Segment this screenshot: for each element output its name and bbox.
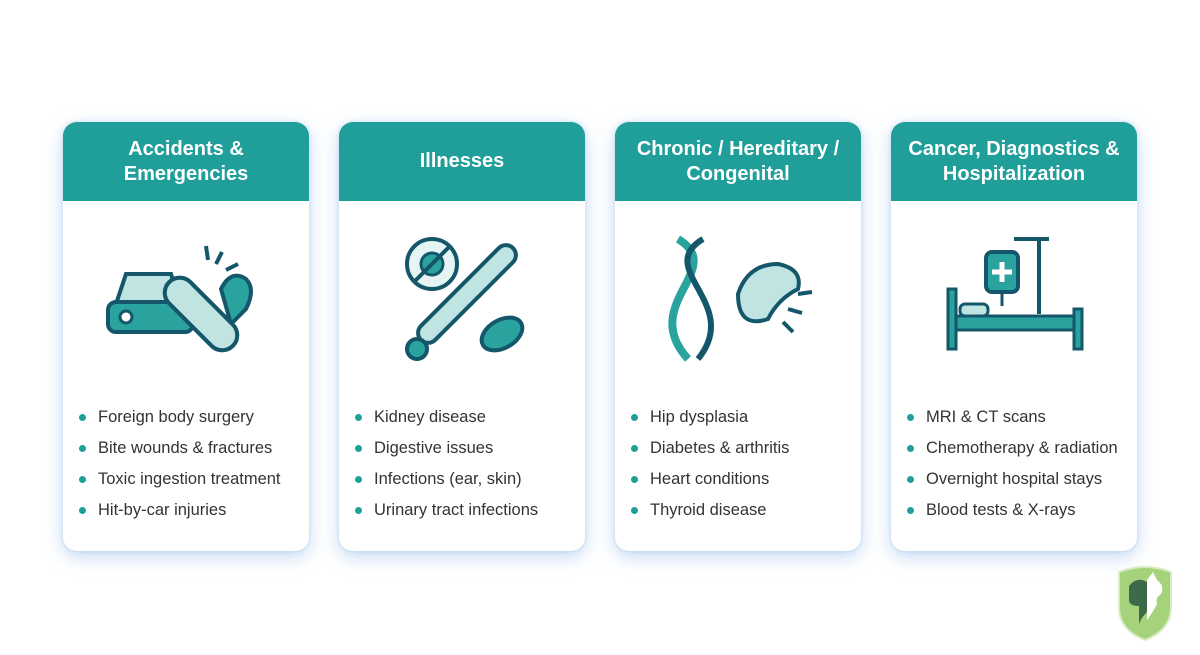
list-item: Diabetes & arthritis xyxy=(631,433,789,464)
list-item: MRI & CT scans xyxy=(907,402,1118,433)
bullet-icon xyxy=(907,445,914,452)
list-item: Thyroid disease xyxy=(631,495,789,526)
bullet-icon xyxy=(355,476,362,483)
coverage-list: Kidney disease Digestive issues Infectio… xyxy=(355,402,538,526)
list-item-text: Bite wounds & fractures xyxy=(98,439,273,457)
bullet-icon xyxy=(355,507,362,514)
card-illnesses: Illnesses Kidney disease Digestive issue… xyxy=(339,122,585,551)
list-item: Urinary tract infections xyxy=(355,495,538,526)
list-item: Kidney disease xyxy=(355,402,538,433)
list-item: Bite wounds & fractures xyxy=(79,433,281,464)
bullet-icon xyxy=(631,476,638,483)
bullet-icon xyxy=(79,476,86,483)
list-item-text: Urinary tract infections xyxy=(374,501,539,519)
bullet-icon xyxy=(907,507,914,514)
coverage-list: Hip dysplasia Diabetes & arthritis Heart… xyxy=(631,402,789,526)
list-item: Hit-by-car injuries xyxy=(79,495,281,526)
list-item-text: Thyroid disease xyxy=(650,501,767,519)
coverage-list: MRI & CT scans Chemotherapy & radiation … xyxy=(907,402,1118,526)
list-item-text: Diabetes & arthritis xyxy=(650,439,790,457)
list-item-text: Hit-by-car injuries xyxy=(98,501,227,519)
thermometer-virus-bacteria-icon xyxy=(405,237,525,361)
list-item-text: Hip dysplasia xyxy=(650,408,749,426)
list-item-text: MRI & CT scans xyxy=(926,408,1046,426)
list-item: Heart conditions xyxy=(631,464,789,495)
bullet-icon xyxy=(79,507,86,514)
list-item-text: Toxic ingestion treatment xyxy=(98,470,281,488)
bullet-icon xyxy=(907,414,914,421)
card-title: Illnesses xyxy=(339,122,585,201)
card-chronic: Chronic / Hereditary / Congenital Hip dy… xyxy=(615,122,861,551)
bullet-icon xyxy=(79,445,86,452)
list-item-text: Chemotherapy & radiation xyxy=(926,439,1118,457)
bullet-icon xyxy=(631,445,638,452)
bullet-icon xyxy=(79,414,86,421)
list-item-text: Kidney disease xyxy=(374,408,486,426)
hospital-bed-iv-icon xyxy=(946,237,1084,351)
list-item-text: Foreign body surgery xyxy=(98,408,254,426)
list-item-text: Blood tests & X-rays xyxy=(926,501,1076,519)
list-item: Toxic ingestion treatment xyxy=(79,464,281,495)
dog-cat-shield-logo xyxy=(1118,566,1172,642)
card-accidents: Accidents & Emergencies Foreign body sur… xyxy=(63,122,309,551)
list-item: Blood tests & X-rays xyxy=(907,495,1118,526)
card-title: Cancer, Diagnostics & Hospitalization xyxy=(891,122,1137,201)
dna-joint-icon xyxy=(668,235,813,362)
bullet-icon xyxy=(631,507,638,514)
card-cancer: Cancer, Diagnostics & Hospitalization MR… xyxy=(891,122,1137,551)
list-item: Hip dysplasia xyxy=(631,402,789,433)
list-item: Overnight hospital stays xyxy=(907,464,1118,495)
list-item: Foreign body surgery xyxy=(79,402,281,433)
car-bandage-paw-icon xyxy=(106,245,253,353)
list-item: Chemotherapy & radiation xyxy=(907,433,1118,464)
list-item-text: Digestive issues xyxy=(374,439,494,457)
bullet-icon xyxy=(355,414,362,421)
bullet-icon xyxy=(907,476,914,483)
list-item: Digestive issues xyxy=(355,433,538,464)
list-item-text: Overnight hospital stays xyxy=(926,470,1103,488)
card-title: Chronic / Hereditary / Congenital xyxy=(615,122,861,201)
bullet-icon xyxy=(355,445,362,452)
bullet-icon xyxy=(631,414,638,421)
list-item-text: Heart conditions xyxy=(650,470,770,488)
card-title: Accidents & Emergencies xyxy=(63,122,309,201)
coverage-list: Foreign body surgery Bite wounds & fract… xyxy=(79,402,281,526)
list-item-text: Infections (ear, skin) xyxy=(374,470,522,488)
list-item: Infections (ear, skin) xyxy=(355,464,538,495)
